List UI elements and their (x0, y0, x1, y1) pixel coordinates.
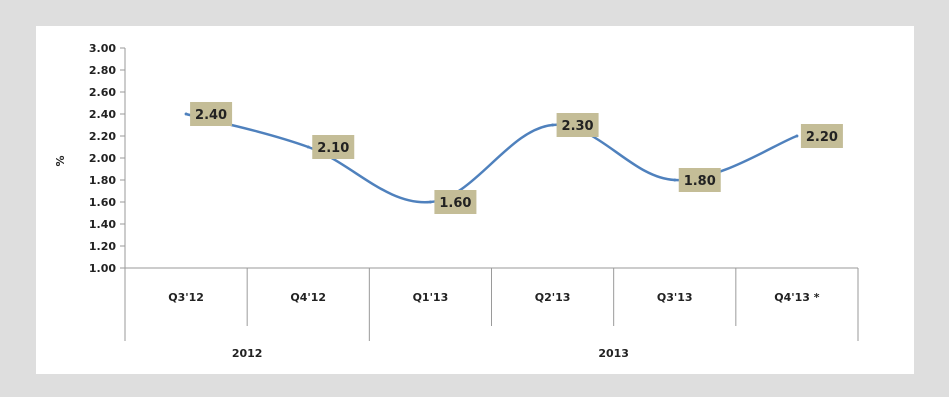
data-point (795, 134, 799, 138)
y-tick-label: 2.80 (89, 64, 116, 77)
x-tick-label: Q4'13 * (774, 291, 820, 304)
data-point (306, 145, 310, 149)
data-point (184, 112, 188, 116)
data-label-box (434, 190, 477, 214)
y-axis-title: % (54, 155, 67, 166)
data-label: 1.60 (439, 196, 471, 211)
data-label: 2.20 (806, 130, 838, 145)
data-label: 2.40 (195, 108, 227, 123)
data-label: 1.80 (684, 174, 716, 189)
y-tick-label: 3.00 (89, 42, 116, 55)
x-tick-label: Q1'13 (413, 291, 449, 304)
y-tick-label: 1.80 (89, 174, 116, 187)
data-label: 2.10 (317, 141, 349, 156)
y-tick-label: 2.40 (89, 108, 116, 121)
chart-panel: % 3.00 2.80 2.60 2.40 2.20 2.00 1.80 1.60 1.40 1.… (36, 26, 914, 374)
data-labels: 2.40 2.10 1.60 2.30 1.80 2.20 (190, 102, 843, 214)
data-point (428, 200, 432, 204)
data-label-box (800, 124, 843, 148)
data-label: 2.30 (562, 119, 594, 134)
data-label-box (556, 113, 599, 137)
y-tick-label: 1.60 (89, 196, 116, 209)
x-tick-label: Q3'12 (168, 291, 204, 304)
data-point (673, 178, 677, 182)
data-label-box (190, 102, 233, 126)
y-tick-label: 1.40 (89, 218, 116, 231)
y-tick-label: 1.20 (89, 240, 116, 253)
y-axis: 3.00 2.80 2.60 2.40 2.20 2.00 1.80 1.60 1.40 1.20… (89, 42, 126, 275)
group-label: 2012 (232, 347, 263, 360)
x-tick-label: Q2'13 (535, 291, 571, 304)
y-tick-label: 2.60 (89, 86, 116, 99)
x-tick-label: Q3'13 (657, 291, 693, 304)
x-axis: Q3'12 Q4'12 Q1'13 Q2'13 Q3'13 Q4'13 * 2012 2013 (124, 267, 859, 360)
data-label-box (312, 135, 355, 159)
y-tick-label: 1.00 (89, 262, 116, 275)
group-label: 2013 (598, 347, 629, 360)
data-label-box (678, 168, 721, 192)
line-chart: % 3.00 2.80 2.60 2.40 2.20 2.00 1.80 1.60 1.40 1.… (54, 42, 859, 360)
data-point (551, 123, 555, 127)
x-tick-label: Q4'12 (290, 291, 326, 304)
y-tick-label: 2.20 (89, 130, 116, 143)
y-tick-label: 2.00 (89, 152, 116, 165)
